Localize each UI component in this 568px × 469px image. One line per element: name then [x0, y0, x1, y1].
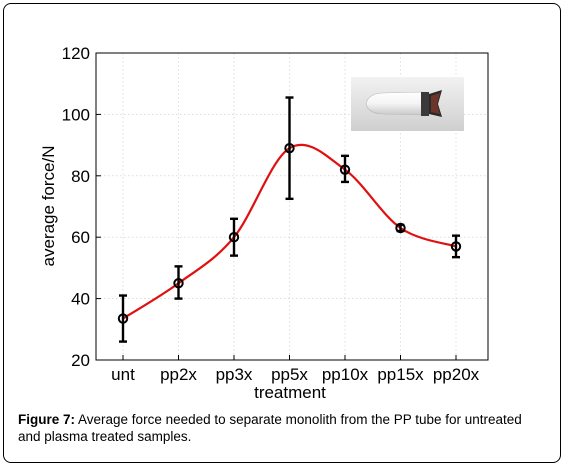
caption-text: Average force needed to separate monolit… [18, 412, 522, 444]
x-axis-label: treatment [254, 383, 326, 402]
y-axis-label: average force/N [39, 146, 58, 267]
y-ticks: 20 40 60 80 100 120 [62, 44, 101, 370]
y-tick-label: 100 [62, 105, 90, 124]
x-tick-label: unt [111, 365, 135, 384]
x-ticks: unt pp2x pp3x pp5x pp10x pp15x pp20x [111, 355, 480, 384]
error-bars [119, 96, 460, 343]
data-point [117, 313, 129, 324]
x-tick-label: pp10x [322, 365, 369, 384]
x-tick-label: pp3x [216, 365, 253, 384]
y-tick-label: 80 [71, 167, 90, 186]
data-point [339, 164, 351, 175]
axes-box [95, 52, 489, 361]
y-tick-label: 120 [62, 44, 90, 63]
x-tick-label: pp2x [160, 365, 197, 384]
data-point [228, 232, 240, 243]
data-point [284, 142, 295, 154]
data-point [173, 278, 184, 289]
y-tick-label: 20 [71, 351, 90, 370]
data-point [450, 241, 462, 252]
x-tick-label: pp20x [433, 365, 480, 384]
inset-photo [351, 77, 464, 131]
caption-label: Figure 7: [18, 412, 76, 427]
y-tick-label: 60 [71, 228, 90, 247]
data-point [395, 222, 406, 234]
x-tick-label: pp15x [377, 365, 424, 384]
grid [96, 53, 488, 360]
x-tick-label: pp5x [271, 365, 308, 384]
figure-caption: Figure 7: Average force needed to separa… [18, 411, 548, 445]
y-tick-label: 40 [71, 290, 90, 309]
data-points [117, 142, 462, 324]
